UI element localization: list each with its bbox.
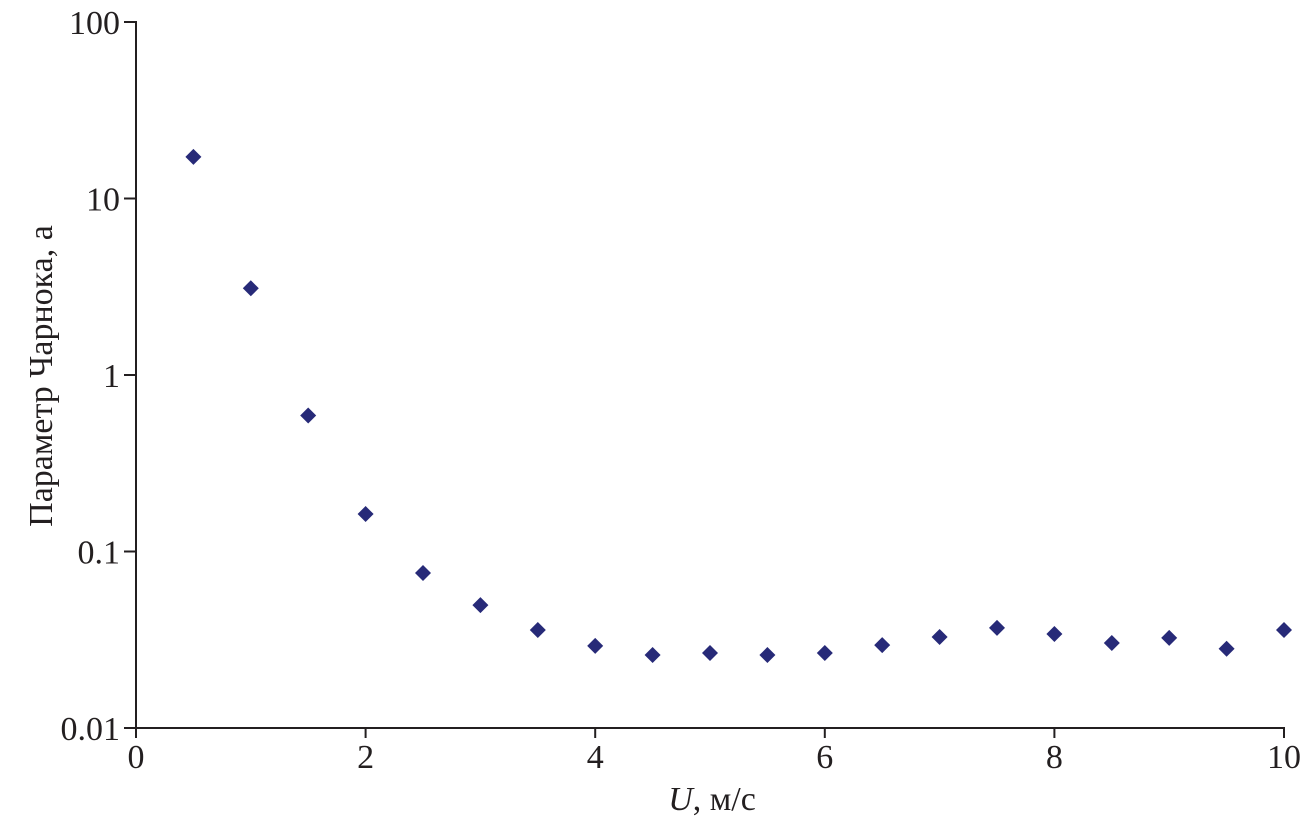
x-axis-label-unit: , м/с <box>693 781 756 818</box>
data-point <box>415 565 431 582</box>
data-point <box>472 597 489 614</box>
x-axis-label: U, м/с <box>668 781 756 818</box>
x-tick-label: 4 <box>587 739 604 776</box>
data-point <box>1218 640 1235 657</box>
data-point <box>357 506 374 523</box>
x-axis-label-var: U <box>668 781 695 818</box>
y-tick-label: 100 <box>69 5 120 42</box>
data-point <box>989 619 1005 636</box>
data-point <box>816 645 833 662</box>
x-tick-label: 6 <box>816 739 833 776</box>
data-point <box>702 645 718 662</box>
data-point <box>759 647 776 664</box>
data-point <box>242 280 259 297</box>
data-point <box>185 148 202 165</box>
x-tick-label: 0 <box>128 739 145 776</box>
data-point <box>1103 635 1120 652</box>
y-tick-label: 10 <box>86 182 120 219</box>
y-axis-label: Параметр Чарнока, a <box>23 225 60 527</box>
data-point <box>529 622 546 639</box>
data-point <box>1276 622 1292 639</box>
data-point <box>1161 629 1178 646</box>
data-point <box>300 407 317 424</box>
y-tick-label: 0.1 <box>78 535 121 572</box>
x-tick-label: 10 <box>1267 739 1301 776</box>
x-tick-label: 2 <box>357 739 374 776</box>
x-tick-label: 8 <box>1046 739 1063 776</box>
y-tick-label: 1 <box>103 358 120 395</box>
data-point <box>644 647 661 664</box>
data-point <box>874 637 891 654</box>
data-point <box>931 628 948 645</box>
data-point <box>1046 625 1063 642</box>
data-point <box>587 637 604 654</box>
y-tick-label: 0.01 <box>61 711 121 748</box>
